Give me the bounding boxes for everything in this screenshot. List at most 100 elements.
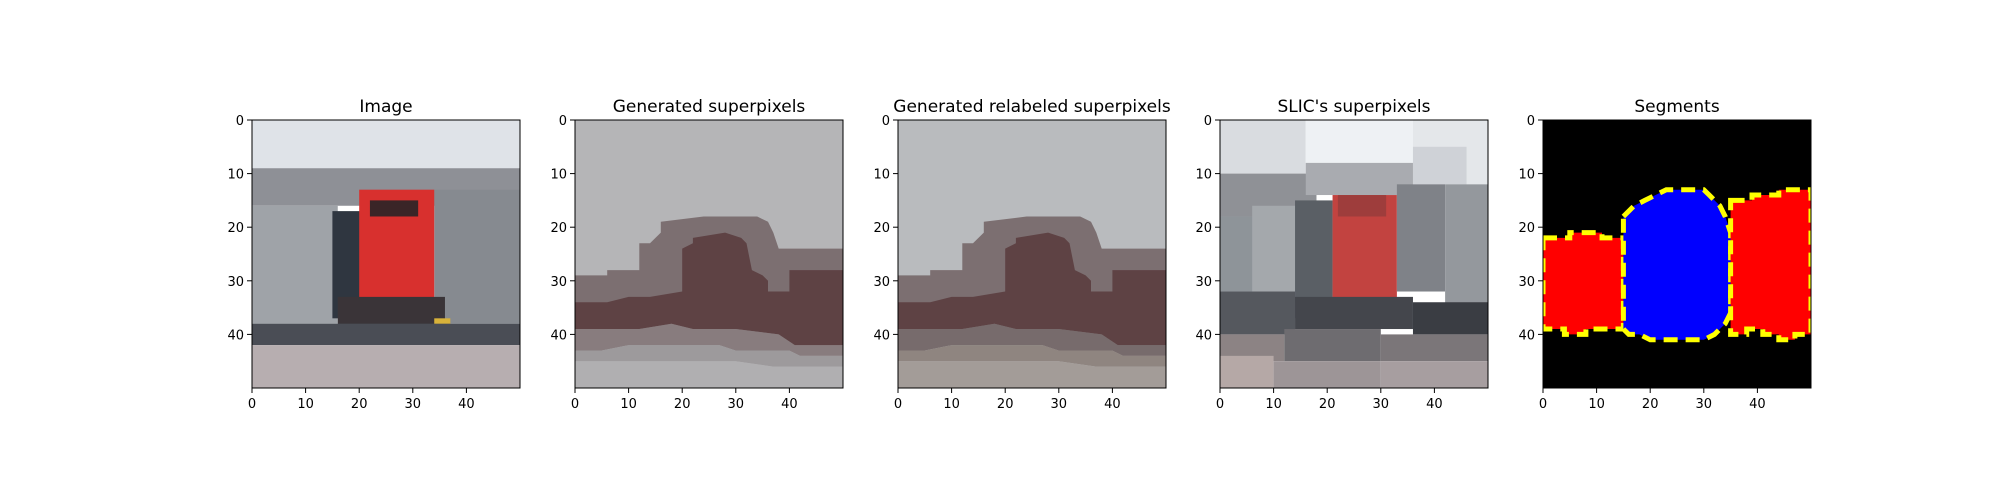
superpixel-bottom <box>898 361 1166 388</box>
x-tick-label: 40 <box>781 397 798 412</box>
region-right-cars-2 <box>1445 184 1488 313</box>
x-tick-label: 40 <box>1749 397 1766 412</box>
superpixel-left-segment <box>1543 230 1626 337</box>
region-ground-5 <box>1273 361 1381 388</box>
x-tick-label: 20 <box>997 397 1014 412</box>
x-tick-label: 30 <box>405 397 422 412</box>
superpixel-band-lower <box>898 323 1166 356</box>
superpixel-right-segment <box>1728 187 1811 343</box>
panel-0: Image 0 10 20 30 40 0 10 20 30 40 <box>227 97 521 412</box>
panel-title: Image <box>359 97 412 117</box>
x-tick-label: 20 <box>1319 397 1336 412</box>
superpixel-middle-segment <box>1620 187 1734 343</box>
x-tick-label: 0 <box>1539 397 1547 412</box>
y-tick-label: 30 <box>550 275 567 290</box>
region-engine-cab <box>1337 195 1387 217</box>
y-tick-label: 10 <box>1195 168 1212 183</box>
x-tick-label: 10 <box>297 397 314 412</box>
y-tick-label: 10 <box>550 168 567 183</box>
y-tick-label: 30 <box>1518 275 1535 290</box>
x-tick-label: 10 <box>1588 397 1605 412</box>
y-tick-label: 0 <box>559 114 567 129</box>
y-tick-label: 20 <box>873 221 890 236</box>
panel-4: Segments 0 10 20 30 40 0 10 20 30 40 <box>1518 97 1812 412</box>
x-tick-label: 40 <box>458 397 475 412</box>
x-tick-label: 0 <box>894 397 902 412</box>
y-tick-label: 0 <box>1527 114 1535 129</box>
panel-title: Generated relabeled superpixels <box>893 97 1171 117</box>
y-tick-label: 20 <box>550 221 567 236</box>
region-ground-6 <box>1380 361 1488 388</box>
y-tick-label: 30 <box>1195 275 1212 290</box>
x-tick-label: 30 <box>1696 397 1713 412</box>
axes-frame <box>1219 119 1489 389</box>
region-train-left-cars <box>252 205 338 324</box>
panel-image <box>898 120 1166 388</box>
region-base-2 <box>1295 296 1413 330</box>
panel-image <box>252 120 520 388</box>
panel-3: SLIC's superpixels 0 10 20 30 40 0 10 20 30 40 <box>1195 97 1489 412</box>
x-tick-label: 30 <box>1373 397 1390 412</box>
y-tick-label: 40 <box>1518 328 1535 343</box>
y-tick-label: 20 <box>1518 221 1535 236</box>
superpixel-bottom <box>575 361 843 388</box>
x-tick-label: 10 <box>1265 397 1282 412</box>
panel-image <box>1543 120 1811 388</box>
axes-frame <box>574 119 844 389</box>
y-tick-label: 20 <box>1195 221 1212 236</box>
panel-title: SLIC's superpixels <box>1277 97 1430 117</box>
y-tick-label: 20 <box>227 221 244 236</box>
region-hills-2 <box>1305 162 1413 196</box>
x-tick-label: 40 <box>1426 397 1443 412</box>
panel-1: Generated superpixels 0 10 20 30 40 0 10 20 30 40 <box>550 97 844 412</box>
superpixel-bottom-strip <box>575 345 843 367</box>
panel-title: Generated superpixels <box>613 97 806 117</box>
y-tick-label: 0 <box>1204 114 1212 129</box>
superpixel-band-inner <box>575 232 843 346</box>
x-tick-label: 0 <box>248 397 256 412</box>
superpixel-band-lower <box>575 323 843 356</box>
y-tick-label: 40 <box>550 328 567 343</box>
x-tick-label: 20 <box>674 397 691 412</box>
panel-title: Segments <box>1634 97 1720 117</box>
y-tick-label: 10 <box>1518 168 1535 183</box>
x-tick-label: 0 <box>1216 397 1224 412</box>
panel-image <box>575 120 843 388</box>
x-tick-label: 20 <box>1642 397 1659 412</box>
x-tick-label: 30 <box>728 397 745 412</box>
region-sky-2 <box>1305 120 1413 163</box>
y-tick-label: 0 <box>882 114 890 129</box>
panel-image <box>1220 120 1488 388</box>
region-sky-1 <box>1220 120 1306 174</box>
region-ground-4 <box>1220 355 1274 388</box>
axes-frame <box>897 119 1167 389</box>
axes-frame <box>1542 119 1812 389</box>
y-tick-label: 0 <box>236 114 244 129</box>
y-tick-label: 30 <box>873 275 890 290</box>
x-tick-label: 40 <box>1104 397 1121 412</box>
y-tick-label: 10 <box>873 168 890 183</box>
region-ground <box>252 345 520 388</box>
region-base-1 <box>1220 291 1296 335</box>
axes-frame <box>251 119 521 389</box>
y-tick-label: 30 <box>227 275 244 290</box>
x-tick-label: 10 <box>943 397 960 412</box>
y-tick-label: 40 <box>227 328 244 343</box>
region-train-right-cars <box>434 189 520 324</box>
y-tick-label: 40 <box>873 328 890 343</box>
x-tick-label: 30 <box>1051 397 1068 412</box>
y-tick-label: 10 <box>227 168 244 183</box>
y-tick-label: 40 <box>1195 328 1212 343</box>
region-ground-2 <box>1284 329 1381 362</box>
x-tick-label: 10 <box>620 397 637 412</box>
x-tick-label: 0 <box>571 397 579 412</box>
superpixel-band-inner <box>898 232 1166 346</box>
region-right-cars-1 <box>1396 184 1446 292</box>
region-base-3 <box>1412 302 1488 335</box>
region-engine-cab-windows <box>369 200 419 217</box>
region-sky-4 <box>1412 146 1467 185</box>
superpixel-bottom-strip <box>898 345 1166 367</box>
region-ground-3 <box>1380 334 1488 362</box>
